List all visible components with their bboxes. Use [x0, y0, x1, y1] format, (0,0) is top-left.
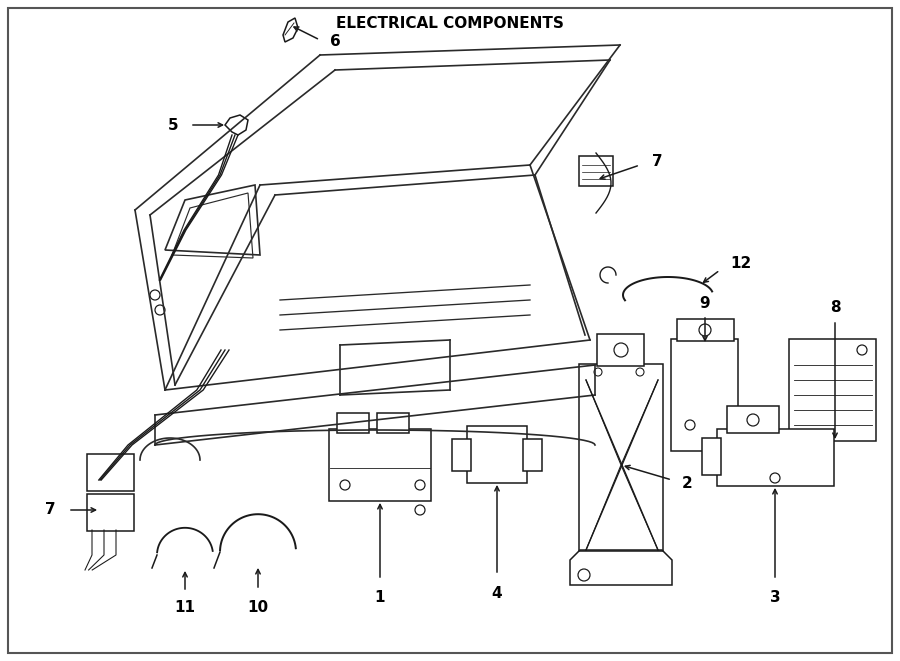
Circle shape — [340, 480, 350, 490]
Circle shape — [636, 368, 644, 376]
Circle shape — [685, 420, 695, 430]
Text: 9: 9 — [699, 295, 710, 311]
FancyBboxPatch shape — [337, 413, 369, 433]
FancyBboxPatch shape — [702, 438, 721, 475]
Circle shape — [150, 290, 160, 300]
FancyBboxPatch shape — [87, 494, 134, 531]
Text: 10: 10 — [248, 600, 268, 615]
FancyBboxPatch shape — [671, 339, 738, 451]
FancyBboxPatch shape — [467, 426, 527, 483]
FancyBboxPatch shape — [677, 319, 734, 341]
Circle shape — [415, 505, 425, 515]
FancyBboxPatch shape — [789, 339, 876, 441]
Text: ELECTRICAL COMPONENTS: ELECTRICAL COMPONENTS — [336, 15, 564, 30]
Circle shape — [770, 473, 780, 483]
Circle shape — [578, 569, 590, 581]
Text: 5: 5 — [167, 118, 178, 132]
FancyBboxPatch shape — [377, 413, 409, 433]
Text: 4: 4 — [491, 586, 502, 600]
Text: 1: 1 — [374, 590, 385, 605]
FancyBboxPatch shape — [452, 439, 471, 471]
Circle shape — [415, 480, 425, 490]
FancyBboxPatch shape — [579, 156, 613, 186]
Text: 12: 12 — [730, 256, 752, 270]
FancyBboxPatch shape — [727, 406, 779, 433]
FancyBboxPatch shape — [579, 364, 663, 551]
Circle shape — [747, 414, 759, 426]
FancyBboxPatch shape — [523, 439, 542, 471]
FancyBboxPatch shape — [329, 429, 431, 501]
Text: 6: 6 — [330, 34, 341, 50]
Circle shape — [594, 368, 602, 376]
Circle shape — [857, 345, 867, 355]
Text: 7: 7 — [652, 155, 662, 169]
Circle shape — [155, 305, 165, 315]
FancyBboxPatch shape — [717, 429, 834, 486]
Text: 2: 2 — [682, 475, 693, 490]
Text: 7: 7 — [45, 502, 56, 518]
Circle shape — [614, 343, 628, 357]
Text: 8: 8 — [830, 301, 841, 315]
Text: 11: 11 — [175, 600, 195, 615]
Circle shape — [699, 324, 711, 336]
FancyBboxPatch shape — [597, 334, 644, 366]
FancyBboxPatch shape — [87, 454, 134, 491]
Text: 3: 3 — [770, 590, 780, 605]
